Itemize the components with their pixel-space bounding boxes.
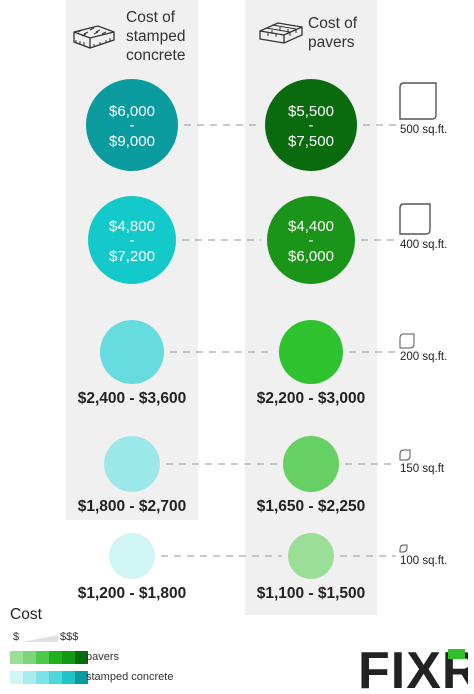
concrete-cost-range-label: $1,800 - $2,700 <box>78 498 187 515</box>
legend-concrete-swatch <box>23 671 36 684</box>
legend-pavers-swatch <box>49 651 62 664</box>
legend-pavers-swatch <box>10 651 23 664</box>
concrete-cost-dash: - <box>130 232 135 249</box>
legend-pavers-swatch <box>23 651 36 664</box>
legend-low-cost-label: $ <box>13 631 20 643</box>
pavers-cost-low-label: $4,400 <box>288 218 334 235</box>
legend-concrete-swatch <box>75 671 88 684</box>
concrete-cost-low-label: $6,000 <box>109 103 155 120</box>
area-square-icon <box>399 449 411 461</box>
pavers-cost-bubble <box>267 196 355 284</box>
concrete-cost-range-label: $2,400 - $3,600 <box>78 390 187 407</box>
legend-pavers-label: pavers <box>86 651 120 663</box>
legend-concrete-swatch <box>10 671 23 684</box>
area-square-icon <box>399 333 415 349</box>
area-size-label: 200 sq.ft. <box>400 351 447 363</box>
pavers-cost-range-label: $2,200 - $3,000 <box>257 390 366 407</box>
legend-concrete-swatches <box>10 671 88 684</box>
pavers-cost-range-label: $1,650 - $2,250 <box>257 498 366 515</box>
pavers-column-title: Cost of pavers <box>308 15 358 51</box>
legend-cost-gradient-wedge <box>22 635 58 642</box>
pavers-cost-bubble <box>279 320 343 384</box>
legend-pavers-swatch <box>62 651 75 664</box>
area-square-icon <box>399 544 408 553</box>
concrete-cost-bubble <box>104 436 160 492</box>
concrete-cost-bubble <box>86 79 178 171</box>
legend-high-cost-label: $$$ <box>60 631 79 643</box>
concrete-column-title: Cost of stamped concrete <box>126 9 186 64</box>
concrete-cost-low-label: $4,800 <box>109 218 155 235</box>
area-square-icon <box>399 82 437 120</box>
area-size-label: 400 sq.ft. <box>400 239 447 251</box>
legend-title: Cost <box>10 606 42 623</box>
area-square-icon <box>399 203 431 235</box>
concrete-cost-bubble <box>109 533 155 579</box>
concrete-cost-bubble <box>100 320 164 384</box>
concrete-cost-high-label: $9,000 <box>109 133 155 150</box>
stamped-concrete-icon <box>73 25 115 49</box>
legend-concrete-swatch <box>49 671 62 684</box>
pavers-cost-high-label: $7,500 <box>288 133 334 150</box>
legend-pavers-swatches <box>10 651 88 664</box>
fixr-logo: FIXR <box>358 645 468 691</box>
legend-pavers-swatch <box>75 651 88 664</box>
pavers-cost-bubble <box>265 79 357 171</box>
concrete-cost-high-label: $7,200 <box>109 248 155 265</box>
pavers-cost-high-label: $6,000 <box>288 248 334 265</box>
pavers-cost-low-label: $5,500 <box>288 103 334 120</box>
legend-concrete-label: stamped concrete <box>86 671 174 683</box>
pavers-cost-range-label: $1,100 - $1,500 <box>257 585 366 602</box>
pavers-cost-bubble <box>283 436 339 492</box>
concrete-cost-range-label: $1,200 - $1,800 <box>78 585 187 602</box>
area-size-label: 500 sq.ft. <box>400 124 447 136</box>
pavers-icon <box>259 22 303 44</box>
legend-concrete-swatch <box>62 671 75 684</box>
legend-pavers-swatch <box>36 651 49 664</box>
pavers-cost-bubble <box>288 533 334 579</box>
area-size-label: 150 sq.ft <box>400 463 445 475</box>
concrete-cost-dash: - <box>130 117 135 134</box>
concrete-cost-bubble <box>88 196 176 284</box>
pavers-cost-dash: - <box>309 117 314 134</box>
logo-accent-mark <box>448 649 465 659</box>
pavers-cost-dash: - <box>309 232 314 249</box>
area-size-label: 100 sq.ft. <box>400 555 447 567</box>
legend-concrete-swatch <box>36 671 49 684</box>
